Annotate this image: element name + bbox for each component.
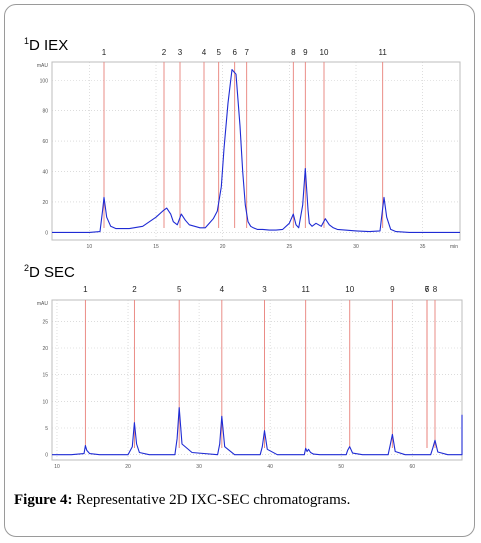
peak-label-iex-7: 7 [244, 48, 249, 57]
peak-label-iex-10: 10 [320, 48, 329, 57]
x-tick-label-iex-2: 20 [220, 244, 226, 250]
peak-label-sec-1: 1 [83, 285, 88, 294]
peak-label-sec-11: 11 [302, 285, 311, 294]
y-tick-label-iex-2: 40 [42, 170, 48, 176]
peak-label-sec-7: 7 [425, 285, 430, 294]
peak-label-sec-6: 6 [425, 285, 430, 294]
trace-line-iex [52, 69, 460, 233]
peak-label-iex-1: 1 [102, 48, 107, 57]
x-tick-label-sec-4: 50 [338, 464, 344, 470]
y-tick-label-sec-3: 15 [42, 373, 48, 379]
y-unit-iex: mAU [37, 63, 49, 69]
x-tick-label-sec-2: 30 [196, 464, 202, 470]
trace-line-sec [52, 407, 463, 456]
x-tick-label-sec-1: 20 [125, 464, 131, 470]
peak-label-iex-4: 4 [202, 48, 207, 57]
x-tick-label-sec-0: 10 [54, 464, 60, 470]
peak-label-iex-3: 3 [178, 48, 183, 57]
y-tick-label-sec-0: 0 [45, 453, 48, 459]
peak-label-sec-9: 9 [390, 285, 395, 294]
peak-label-sec-5: 5 [177, 285, 182, 294]
peak-label-sec-3: 3 [262, 285, 267, 294]
x-tick-label-iex-4: 30 [353, 244, 359, 250]
peak-label-sec-10: 10 [345, 285, 354, 294]
panel-title-sec: 2D SEC [24, 263, 75, 281]
plot-area-iex [51, 61, 461, 241]
x-tick-label-iex-0: 10 [87, 244, 93, 250]
x-tick-label-iex-1: 15 [153, 244, 159, 250]
y-tick-label-sec-1: 5 [45, 426, 48, 432]
y-tick-label-iex-1: 20 [42, 200, 48, 206]
x-tick-label-sec-3: 40 [267, 464, 273, 470]
peak-label-iex-9: 9 [303, 48, 308, 57]
peak-label-iex-11: 11 [379, 48, 388, 57]
y-tick-label-sec-4: 20 [42, 346, 48, 352]
plot-area-sec [51, 299, 463, 461]
y-tick-label-iex-5: 100 [40, 78, 49, 84]
peak-label-sec-2: 2 [132, 285, 137, 294]
panel-title-iex: 1D IEX [24, 36, 69, 54]
y-tick-label-iex-0: 0 [45, 230, 48, 236]
x-tick-label-iex-5: 35 [420, 244, 426, 250]
peak-label-sec-4: 4 [220, 285, 225, 294]
peak-label-iex-5: 5 [216, 48, 221, 57]
x-unit-iex: min [450, 244, 458, 250]
peak-label-iex-2: 2 [162, 48, 167, 57]
y-tick-label-iex-4: 80 [42, 109, 48, 115]
peak-label-iex-6: 6 [232, 48, 237, 57]
figure-caption: Figure 4: Representative 2D IXC-SEC chro… [14, 492, 351, 508]
peak-label-sec-8: 8 [433, 285, 438, 294]
x-tick-label-sec-5: 60 [409, 464, 415, 470]
peak-label-iex-8: 8 [291, 48, 296, 57]
y-tick-label-sec-2: 10 [42, 399, 48, 405]
y-unit-sec: mAU [37, 301, 49, 307]
y-tick-label-sec-5: 25 [42, 319, 48, 325]
y-tick-label-iex-3: 60 [42, 139, 48, 145]
x-tick-label-iex-3: 25 [287, 244, 293, 250]
